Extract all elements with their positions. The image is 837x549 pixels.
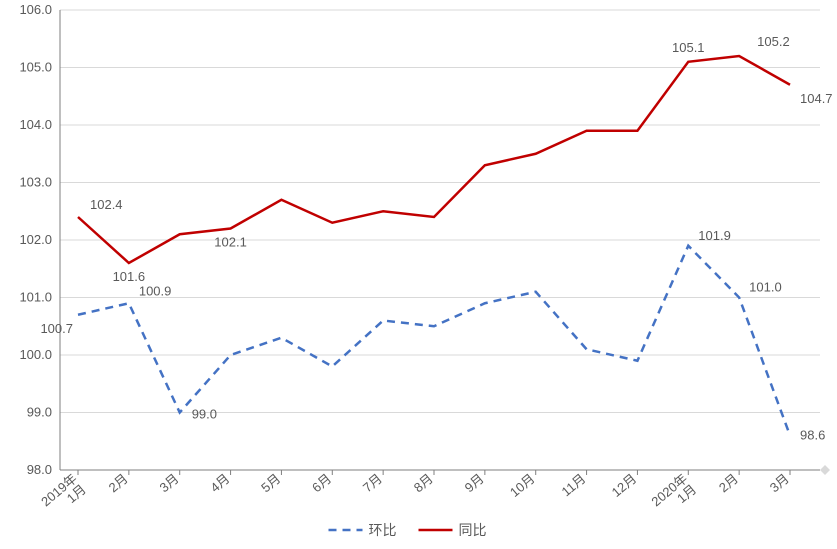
data-label: 101.9 bbox=[698, 228, 731, 243]
data-label: 101.0 bbox=[749, 280, 782, 295]
x-tick-label: 9月 bbox=[462, 471, 487, 495]
data-label: 98.6 bbox=[800, 428, 825, 443]
y-tick-label: 106.0 bbox=[19, 2, 52, 17]
y-tick-label: 105.0 bbox=[19, 60, 52, 75]
y-tick-label: 98.0 bbox=[27, 462, 52, 477]
x-tick-label: 4月 bbox=[207, 471, 232, 495]
data-label: 99.0 bbox=[192, 407, 217, 422]
x-tick-label: 10月 bbox=[507, 471, 538, 500]
series-环比 bbox=[78, 246, 790, 436]
data-label: 104.7 bbox=[800, 91, 833, 106]
x-tick-label: 3月 bbox=[767, 471, 792, 495]
data-label: 100.9 bbox=[139, 283, 172, 298]
legend-label: 同比 bbox=[459, 522, 487, 538]
y-tick-label: 103.0 bbox=[19, 175, 52, 190]
x-tick-label: 3月 bbox=[157, 471, 182, 495]
y-tick-label: 102.0 bbox=[19, 232, 52, 247]
axis-end-marker bbox=[820, 465, 830, 475]
data-label: 101.6 bbox=[113, 269, 146, 284]
data-label: 105.2 bbox=[757, 34, 790, 49]
x-tick-label: 6月 bbox=[309, 471, 334, 495]
x-tick-label: 12月 bbox=[609, 471, 640, 500]
y-tick-label: 101.0 bbox=[19, 290, 52, 305]
x-tick-label: 5月 bbox=[258, 471, 283, 495]
data-label: 102.4 bbox=[90, 197, 123, 212]
line-chart: 98.0 99.0 100.0 101.0 102.0 103.0 104.0 105.0 10… bbox=[0, 0, 837, 549]
data-label: 102.1 bbox=[214, 235, 247, 250]
x-tick-label: 2月 bbox=[106, 471, 131, 495]
y-tick-label: 100.0 bbox=[19, 347, 52, 362]
x-tick-label: 7月 bbox=[360, 471, 385, 495]
chart-svg: 98.0 99.0 100.0 101.0 102.0 103.0 104.0 105.0 10… bbox=[0, 0, 837, 549]
x-tick-label: 8月 bbox=[411, 471, 436, 495]
series-同比 bbox=[78, 56, 790, 263]
y-tick-label: 104.0 bbox=[19, 117, 52, 132]
legend-label: 环比 bbox=[369, 522, 397, 538]
y-tick-label: 99.0 bbox=[27, 405, 52, 420]
data-label: 105.1 bbox=[672, 40, 705, 55]
x-tick-label: 2月 bbox=[716, 471, 741, 495]
data-label: 100.7 bbox=[40, 321, 73, 336]
x-tick-label: 11月 bbox=[559, 471, 589, 500]
